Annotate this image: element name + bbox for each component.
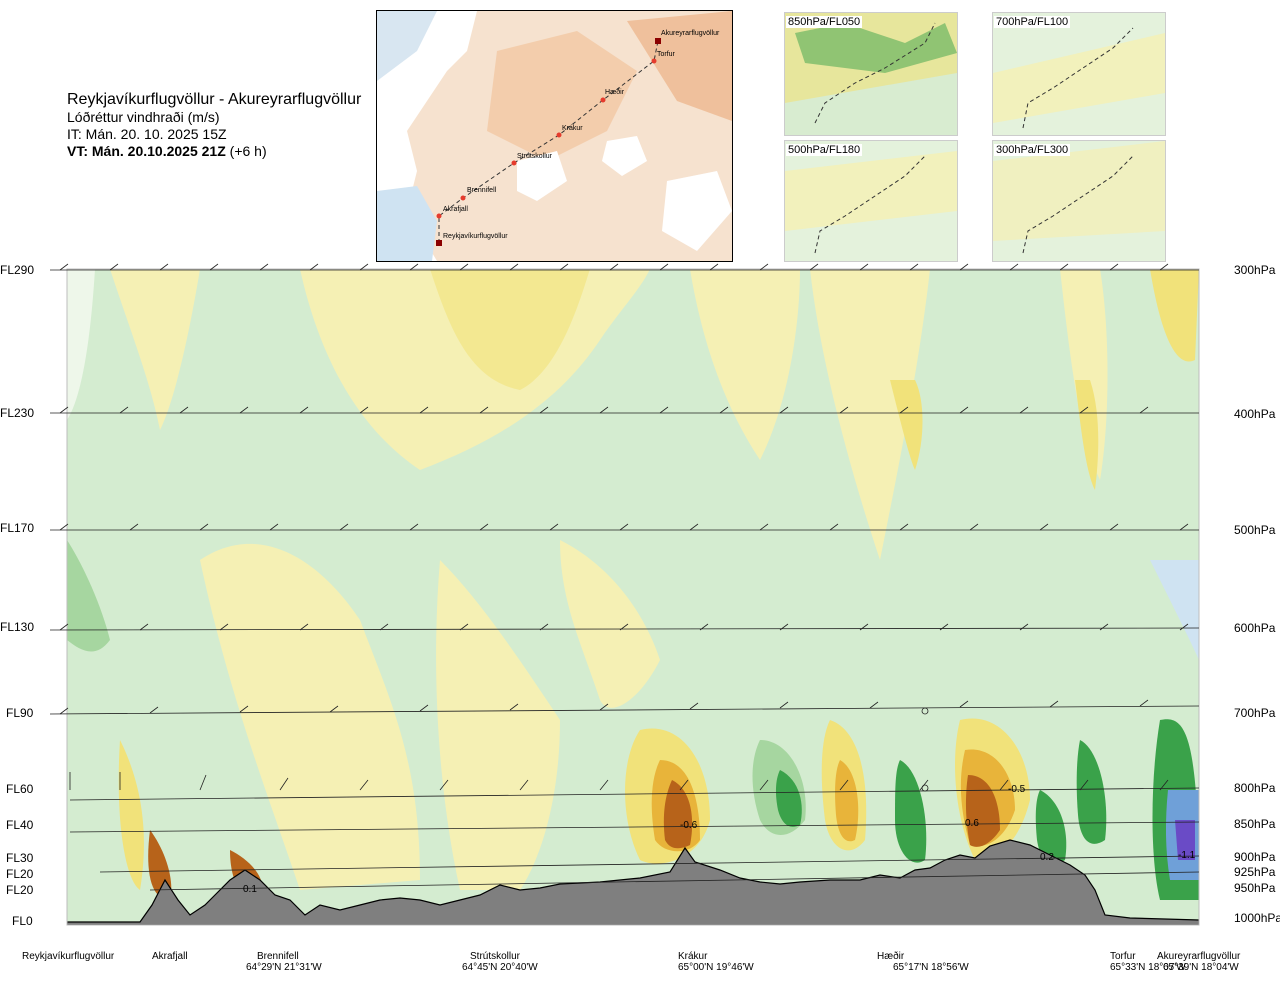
flight-level-label: FL0	[12, 914, 33, 928]
pressure-level-label: 600hPa	[1234, 621, 1276, 635]
mini-map-label: 850hPa/FL050	[786, 16, 863, 28]
flight-level-label: FL20	[6, 867, 34, 881]
mini-map-label: 300hPa/FL300	[994, 144, 1071, 156]
flight-level-label: FL90	[6, 706, 34, 720]
map-label: Reykjavíkurflugvöllur	[443, 233, 508, 240]
waypoint-label: Akureyrarflugvöllur 65°39'N 18°04'W	[1157, 951, 1241, 973]
pressure-level-label: 300hPa	[1234, 263, 1276, 277]
map-label: Hæðir	[605, 89, 625, 96]
waypoint-label: Brennifell 64°29'N 21°31'W	[246, 951, 322, 973]
contour-label: 0.2	[1040, 852, 1054, 863]
pressure-level-label: 950hPa	[1234, 881, 1276, 895]
waypoint-label: Akrafjall	[152, 951, 188, 962]
route-map: Reykjavíkurflugvöllur Akrafjall Brennife…	[376, 10, 733, 262]
mini-map-500: 500hPa/FL180	[784, 140, 958, 262]
mini-map-300: 300hPa/FL300	[992, 140, 1166, 262]
contour-label: 0.1	[243, 884, 257, 895]
waypoint-label: Torfur 65°33'N 18°07'W	[1110, 951, 1186, 973]
contour-label: -0.5	[1008, 784, 1026, 795]
pressure-level-label: 800hPa	[1234, 781, 1276, 795]
pressure-level-label: 1000hPa	[1234, 911, 1280, 925]
flight-level-label: FL20	[6, 883, 34, 897]
map-label: Strútskollur	[517, 153, 553, 160]
mini-map-label: 500hPa/FL180	[786, 144, 863, 156]
contour-label: -1.1	[1178, 850, 1196, 861]
map-label: Akureyrarflugvöllur	[661, 30, 720, 37]
flight-level-label: FL170	[0, 521, 35, 535]
pressure-level-label: 900hPa	[1234, 850, 1276, 864]
pressure-level-label: 925hPa	[1234, 865, 1276, 879]
route-map-svg	[377, 11, 732, 261]
flight-level-label: FL60	[6, 782, 34, 796]
mini-map-label: 700hPa/FL100	[994, 16, 1071, 28]
flight-level-label: FL290	[0, 263, 35, 277]
initial-time: IT: Mán. 20. 10. 2025 15Z	[67, 126, 227, 142]
pressure-level-label: 700hPa	[1234, 706, 1276, 720]
route-title: Reykjavíkurflugvöllur - Akureyrarflugvöl…	[67, 91, 362, 108]
parameter-label: Lóðréttur vindhraði (m/s)	[67, 109, 220, 125]
flight-level-label: FL130	[0, 620, 35, 634]
pressure-level-label: 400hPa	[1234, 407, 1276, 421]
waypoint-label: Strútskollur 64°45'N 20°40'W	[462, 951, 538, 973]
waypoint-label: Reykjavíkurflugvöllur	[22, 951, 115, 962]
flight-level-label: FL30	[6, 851, 34, 865]
mini-map-700: 700hPa/FL100	[992, 12, 1166, 136]
contour-label: 0.6	[965, 818, 979, 829]
pressure-level-label: 850hPa	[1234, 817, 1276, 831]
mini-map-850: 850hPa/FL050	[784, 12, 958, 136]
map-label: Akrafjall	[443, 206, 468, 213]
contour-label: -0.6	[680, 820, 698, 831]
valid-time: VT: Mán. 20.10.2025 21Z (+6 h)	[67, 143, 267, 159]
map-label: Torfur	[657, 51, 675, 58]
chart-header: Reykjavíkurflugvöllur - Akureyrarflugvöl…	[67, 90, 361, 160]
flight-level-label: FL40	[6, 818, 34, 832]
map-label: Brennifell	[467, 187, 497, 194]
flight-level-label: FL230	[0, 406, 35, 420]
waypoint-label: Hæðir 65°17'N 18°56'W	[877, 951, 969, 973]
map-label: Krákur	[562, 125, 583, 132]
pressure-level-label: 500hPa	[1234, 523, 1276, 537]
waypoint-label: Krákur 65°00'N 19°46'W	[678, 951, 754, 973]
